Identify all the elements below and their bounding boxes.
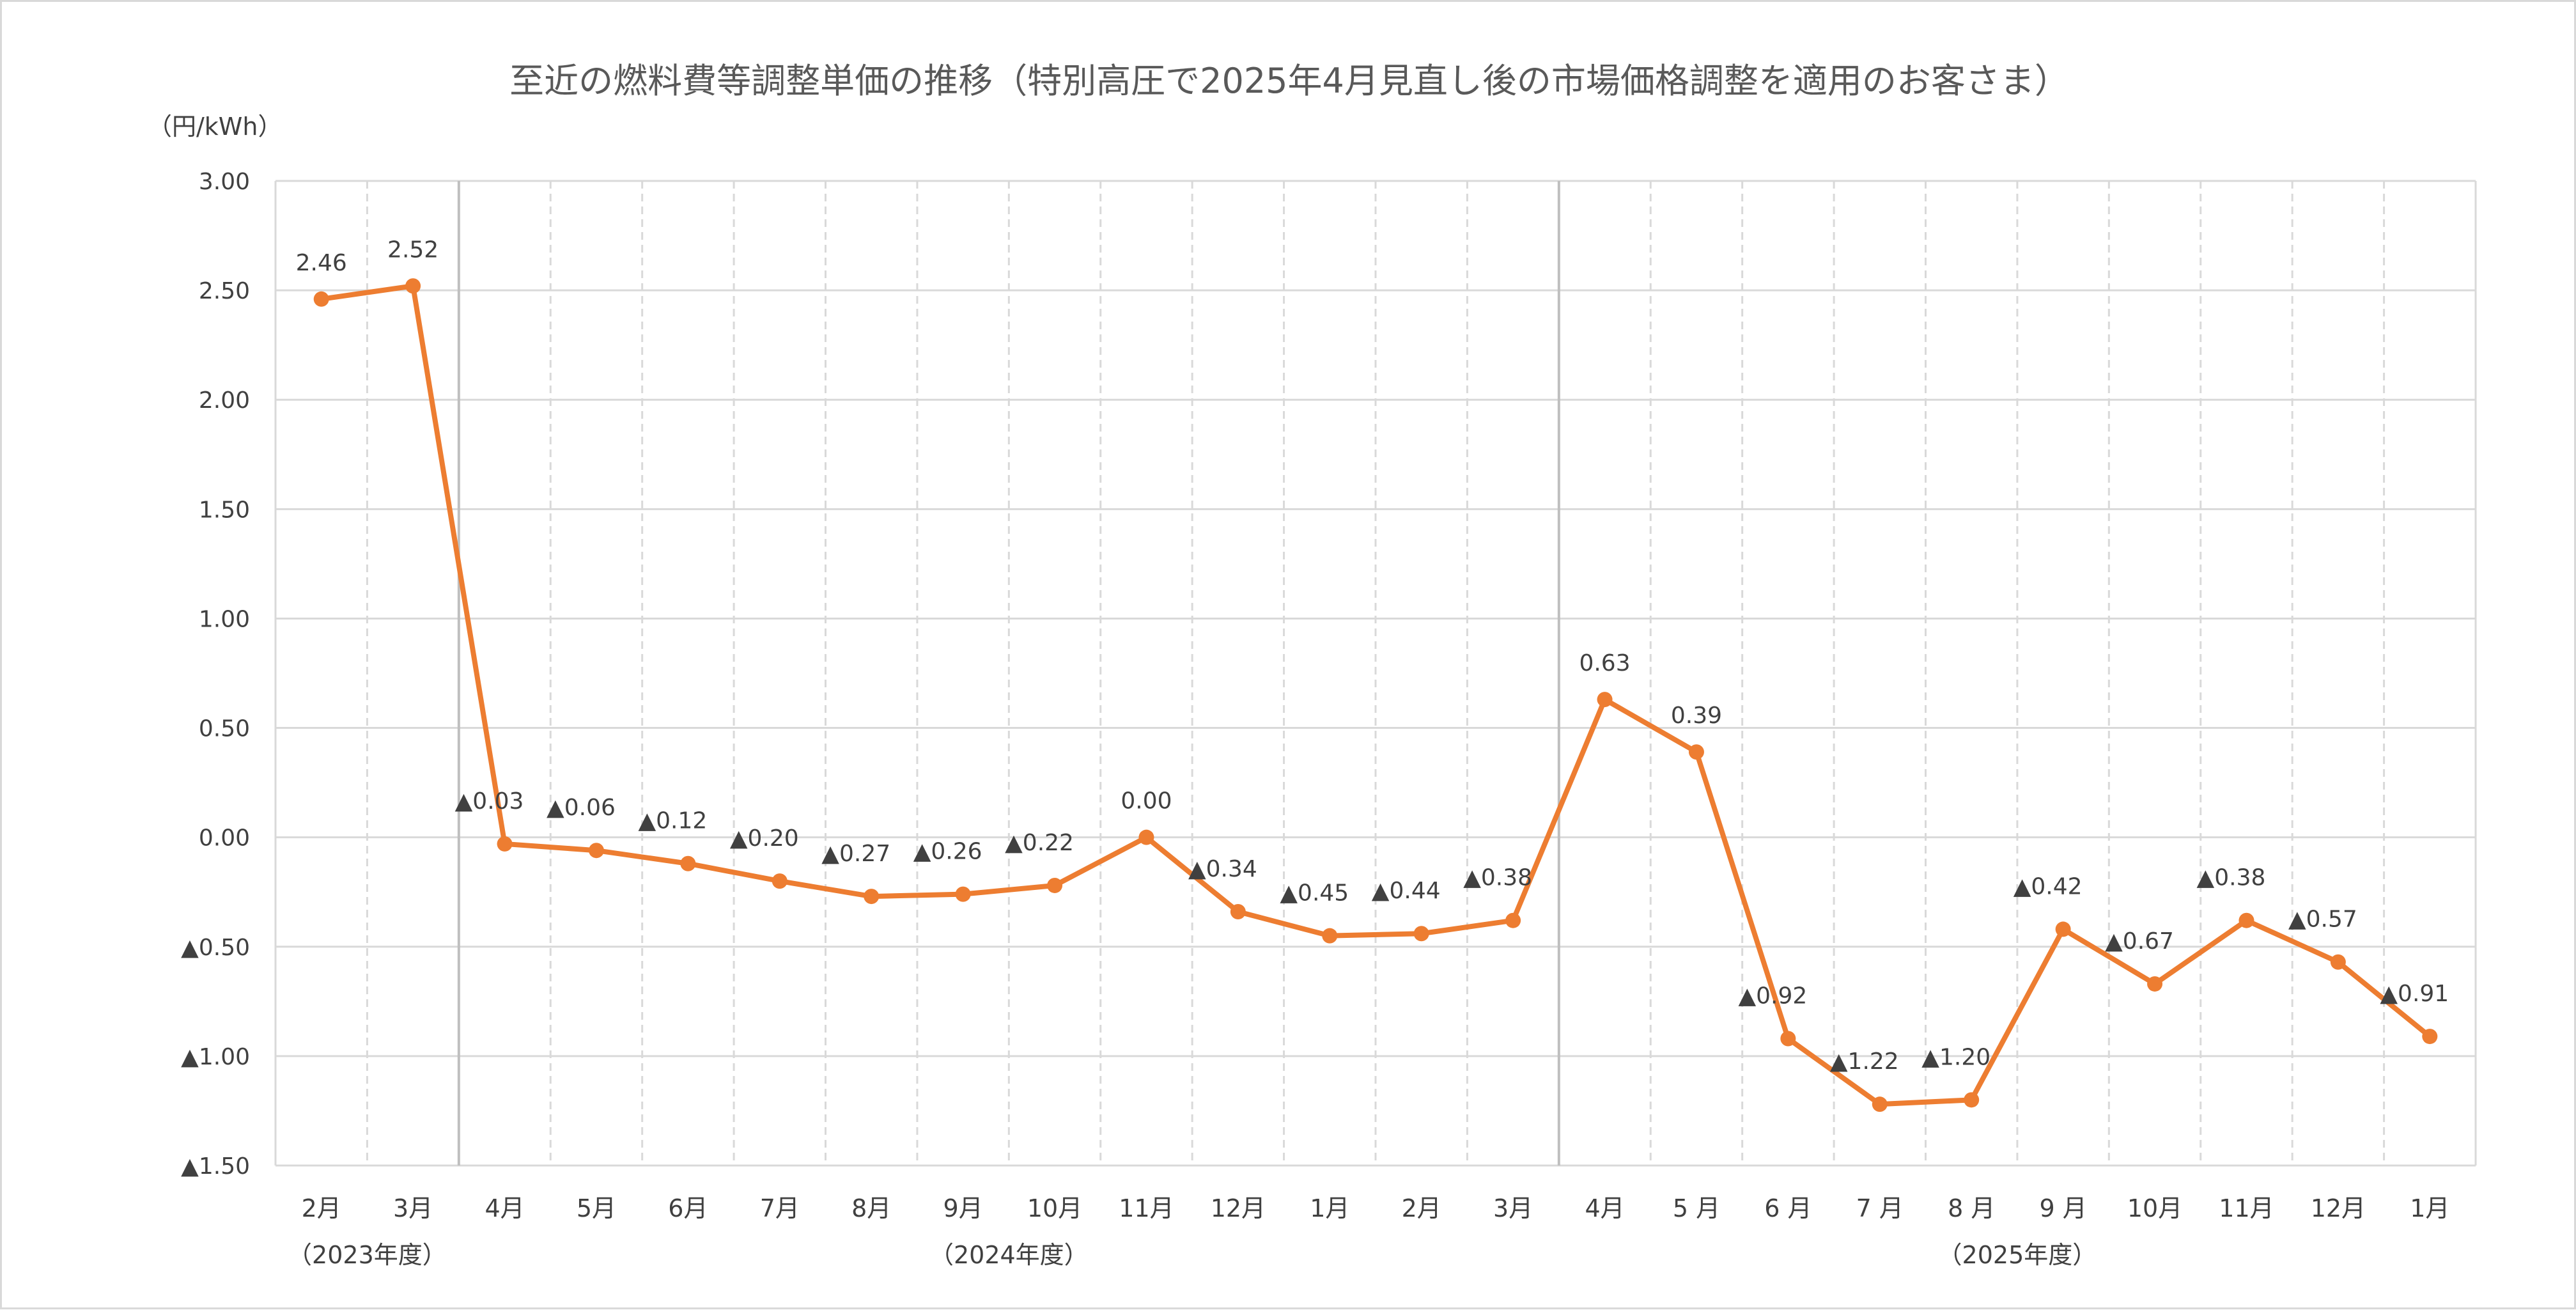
data-points xyxy=(313,278,2438,1112)
x-axis-tick-labels: 2月 3月 4月 5月 6月 7月 8月 9月 10月 11月 12月 1月 2月 3月 4月 5 月 6 月 7… xyxy=(302,1194,2450,1222)
x-tick-label: 8月 xyxy=(851,1194,891,1222)
x-tick-label: 2月 xyxy=(302,1194,341,1222)
data-point xyxy=(955,886,971,902)
data-label: ▲0.34 xyxy=(1188,856,1257,882)
x-tick-label: 4月 xyxy=(1585,1194,1624,1222)
data-point xyxy=(2238,912,2254,928)
y-tick-label: 0.00 xyxy=(199,825,250,852)
data-label: ▲0.26 xyxy=(913,839,982,865)
fiscal-year-label: （2025年度） xyxy=(1938,1241,2097,1269)
x-tick-label: 1月 xyxy=(1310,1194,1349,1222)
data-label: ▲0.57 xyxy=(2288,907,2357,933)
data-label: ▲1.22 xyxy=(1830,1049,1899,1075)
data-point xyxy=(1138,829,1154,845)
data-point xyxy=(772,873,788,889)
data-label: ▲0.38 xyxy=(2197,865,2266,891)
data-point xyxy=(1322,928,1338,944)
fiscal-year-label: （2023年度） xyxy=(288,1241,447,1269)
fiscal-year-label: （2024年度） xyxy=(929,1241,1089,1269)
data-label: ▲0.06 xyxy=(547,795,616,821)
data-label: ▲0.92 xyxy=(1738,983,1807,1010)
gridlines xyxy=(274,180,2477,1167)
x-tick-label: 2月 xyxy=(1402,1194,1441,1222)
series-line-group xyxy=(321,283,2432,1107)
y-tick-label: 2.50 xyxy=(199,278,250,304)
data-point xyxy=(1230,904,1246,920)
x-tick-label: 10月 xyxy=(1027,1194,1082,1222)
data-label: 0.39 xyxy=(1671,703,1722,729)
x-tick-label: 7月 xyxy=(760,1194,800,1222)
y-tick-label: 3.00 xyxy=(199,169,250,195)
data-label: ▲0.22 xyxy=(1005,830,1074,856)
x-tick-label: 4月 xyxy=(485,1194,524,1222)
data-point xyxy=(2422,1029,2438,1045)
data-point xyxy=(2147,976,2163,992)
data-label: ▲0.67 xyxy=(2105,928,2174,955)
data-point xyxy=(1413,926,1429,942)
data-label: 0.63 xyxy=(1579,650,1630,676)
data-label: ▲0.38 xyxy=(1463,865,1532,891)
x-tick-label: 1月 xyxy=(2410,1194,2449,1222)
x-tick-label: 12月 xyxy=(2311,1194,2366,1222)
y-tick-label: 0.50 xyxy=(199,716,250,742)
x-tick-label: 12月 xyxy=(1211,1194,1266,1222)
data-point xyxy=(1872,1096,1888,1112)
data-label: ▲0.20 xyxy=(730,825,799,852)
data-label: ▲0.27 xyxy=(821,841,890,867)
fiscal-year-labels: （2023年度） （2024年度） （2025年度） xyxy=(288,1241,2097,1269)
x-tick-label: 6月 xyxy=(668,1194,708,1222)
y-tick-label: 2.00 xyxy=(199,387,250,414)
data-label: 2.46 xyxy=(296,250,347,276)
y-axis-unit-label: （円/kWh） xyxy=(148,113,282,141)
data-label: ▲1.20 xyxy=(1921,1044,1990,1070)
data-label: ▲0.03 xyxy=(455,788,524,815)
series-line xyxy=(321,283,2432,1107)
x-tick-label: 11月 xyxy=(1119,1194,1174,1222)
y-axis-tick-labels: 3.00 2.50 2.00 1.50 1.00 0.50 0.00 ▲0.50 ▲1.00 ▲1… xyxy=(181,169,250,1180)
data-point xyxy=(313,291,329,307)
data-point xyxy=(1780,1031,1796,1047)
data-point xyxy=(864,889,880,905)
data-label: ▲0.42 xyxy=(2013,873,2083,900)
y-tick-label: 1.00 xyxy=(199,606,250,632)
data-label: ▲0.45 xyxy=(1280,880,1349,907)
x-tick-label: 5 月 xyxy=(1673,1194,1720,1222)
data-labels: 2.46 2.52 ▲0.03 ▲0.06 ▲0.12 ▲0.20 ▲0.27 ▲0.26 ▲0… xyxy=(296,237,2449,1075)
x-tick-label: 10月 xyxy=(2127,1194,2182,1222)
data-label: ▲0.91 xyxy=(2380,981,2449,1007)
x-tick-label: 8 月 xyxy=(1948,1194,1995,1222)
data-point xyxy=(680,855,696,871)
x-tick-label: 9 月 xyxy=(2039,1194,2086,1222)
data-point xyxy=(1047,877,1063,893)
data-label: ▲0.44 xyxy=(1372,878,1441,904)
x-tick-label: 5月 xyxy=(577,1194,616,1222)
y-tick-label: ▲1.50 xyxy=(181,1153,250,1180)
x-tick-label: 3月 xyxy=(393,1194,433,1222)
data-point xyxy=(1505,912,1521,928)
data-point xyxy=(1964,1092,1980,1108)
x-tick-label: 6 月 xyxy=(1764,1194,1812,1222)
data-point xyxy=(1688,744,1704,760)
data-point xyxy=(588,843,604,859)
data-label: ▲0.12 xyxy=(638,808,707,834)
data-point xyxy=(1597,692,1613,708)
x-tick-label: 3月 xyxy=(1493,1194,1533,1222)
data-point xyxy=(405,278,421,294)
y-tick-label: 1.50 xyxy=(199,497,250,523)
chart-title: 至近の燃料費等調整単価の推移（特別高圧で2025年4月見直し後の市場価格調整を適… xyxy=(509,61,2069,101)
data-point xyxy=(2055,921,2071,937)
data-point xyxy=(2330,954,2346,970)
x-tick-label: 11月 xyxy=(2219,1194,2274,1222)
x-tick-label: 9月 xyxy=(943,1194,983,1222)
y-tick-label: ▲0.50 xyxy=(181,935,250,961)
y-tick-label: ▲1.00 xyxy=(181,1044,250,1070)
data-label: 2.52 xyxy=(387,237,438,263)
data-point xyxy=(497,836,513,852)
x-tick-label: 7 月 xyxy=(1856,1194,1904,1222)
data-label: 0.00 xyxy=(1121,788,1172,815)
